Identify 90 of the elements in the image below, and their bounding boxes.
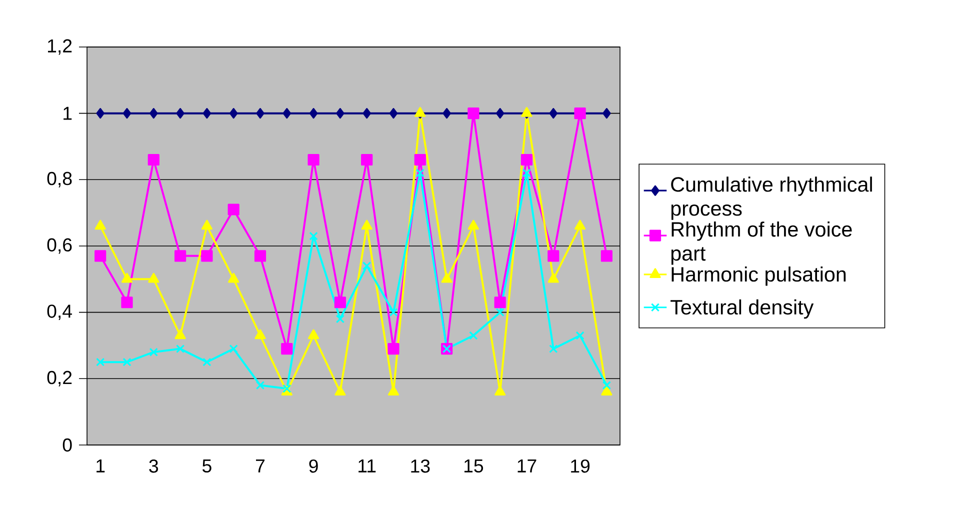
point xyxy=(334,296,346,308)
point xyxy=(414,154,426,166)
point xyxy=(468,220,479,230)
point xyxy=(148,154,160,166)
point xyxy=(122,358,132,366)
legend-label: Cumulative rhythmical process xyxy=(671,176,872,220)
point xyxy=(389,308,398,317)
point xyxy=(176,344,185,354)
point xyxy=(256,380,265,390)
point xyxy=(176,108,184,119)
point xyxy=(308,329,320,340)
y-tick-label: 1 xyxy=(64,106,72,120)
point xyxy=(388,386,400,396)
point xyxy=(282,108,292,119)
point xyxy=(416,168,424,178)
point xyxy=(548,272,559,283)
point xyxy=(94,220,106,230)
point xyxy=(149,108,158,119)
point xyxy=(202,108,212,119)
y-tick-label: 0,4 xyxy=(47,304,72,320)
point xyxy=(494,296,506,308)
point xyxy=(94,250,106,262)
y-tick-label: 0 xyxy=(62,438,72,452)
legend-label: Textural density xyxy=(670,299,814,319)
point xyxy=(389,108,398,119)
point xyxy=(496,108,504,119)
point xyxy=(520,154,533,166)
point xyxy=(202,358,212,366)
point xyxy=(388,343,400,355)
legend-label: Rhythm of the voice part xyxy=(671,222,852,265)
point xyxy=(254,329,266,340)
y-tick-label: 0,6 xyxy=(47,238,72,254)
x-tick-label: 9 xyxy=(309,459,318,473)
point xyxy=(362,108,372,119)
point xyxy=(361,220,372,230)
legend-label: Harmonic pulsation xyxy=(672,266,846,286)
point xyxy=(201,220,212,230)
point xyxy=(256,108,264,119)
point xyxy=(228,204,240,216)
x-tick-label: 3 xyxy=(149,459,158,473)
point xyxy=(496,308,504,317)
x-tick-label: 11 xyxy=(358,459,376,472)
point xyxy=(362,262,372,270)
point xyxy=(334,386,346,396)
point xyxy=(282,384,292,393)
point xyxy=(336,314,345,324)
x-tick-label: 15 xyxy=(464,459,484,473)
point xyxy=(96,108,105,119)
x-tick-label: 5 xyxy=(202,459,212,473)
y-tick-label: 0,8 xyxy=(47,172,72,188)
point xyxy=(309,108,318,119)
y-tick-label: 1,2 xyxy=(48,39,72,55)
point xyxy=(522,168,532,178)
point xyxy=(574,220,586,230)
point xyxy=(549,108,558,119)
point xyxy=(121,296,133,308)
point xyxy=(96,358,105,366)
point xyxy=(601,386,612,396)
x-tick-label: 17 xyxy=(518,459,536,472)
point xyxy=(149,348,158,356)
point xyxy=(174,329,186,340)
point xyxy=(549,344,558,354)
point xyxy=(281,343,293,355)
point xyxy=(469,331,478,340)
point xyxy=(442,108,451,119)
point xyxy=(229,108,238,119)
x-tick-label: 19 xyxy=(571,459,590,473)
point xyxy=(361,154,373,166)
point xyxy=(576,331,584,340)
point xyxy=(494,386,506,396)
point xyxy=(174,250,186,262)
point xyxy=(122,108,132,119)
point xyxy=(254,250,266,262)
point xyxy=(600,250,612,262)
point xyxy=(602,380,612,390)
point xyxy=(228,272,240,283)
x-tick-label: 13 xyxy=(411,459,430,473)
x-tick-label: 1 xyxy=(96,459,105,472)
point xyxy=(602,108,611,119)
point xyxy=(121,272,133,283)
point xyxy=(201,250,213,262)
point xyxy=(548,250,560,262)
point xyxy=(309,232,318,240)
point xyxy=(336,108,344,119)
point xyxy=(308,154,320,166)
point xyxy=(441,272,452,283)
y-tick-label: 0,2 xyxy=(47,370,72,386)
point xyxy=(148,272,160,283)
point xyxy=(229,344,238,354)
x-tick-label: 7 xyxy=(256,459,264,472)
